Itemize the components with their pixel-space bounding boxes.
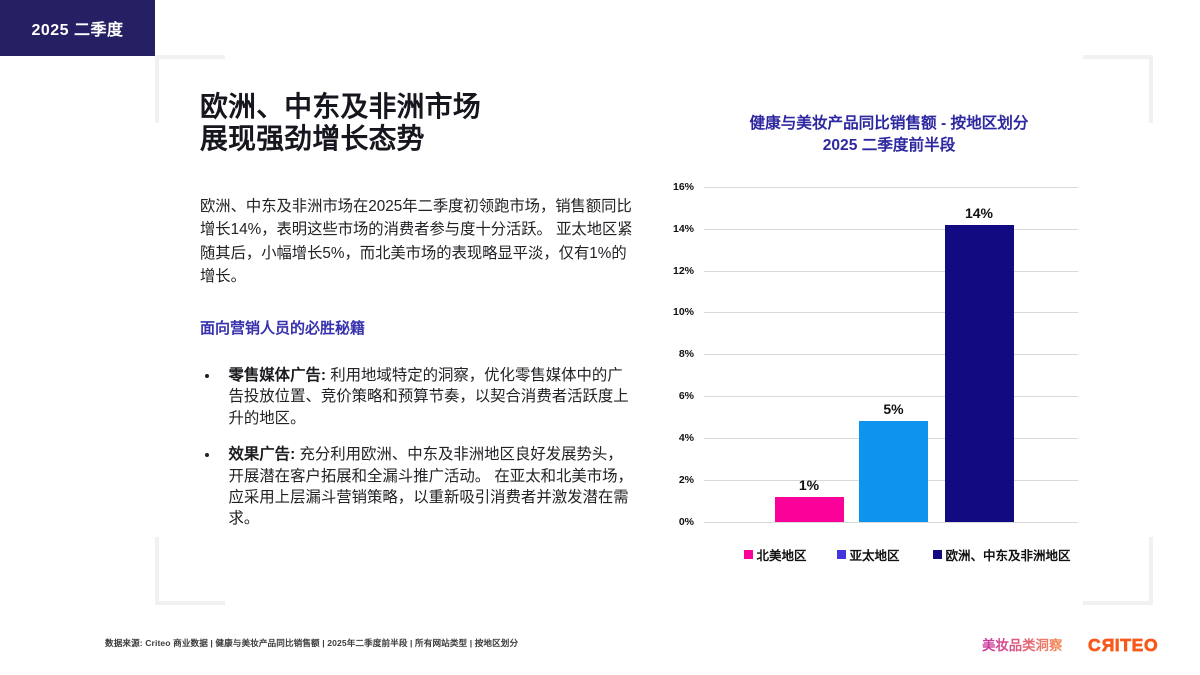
y-axis-tick-label: 6% xyxy=(678,390,694,403)
intro-paragraph: 欧洲、中东及非洲市场在2025年二季度初领跑市场，销售额同比 增长14%，表明这些… xyxy=(200,195,633,289)
chart-title: 健康与美妆产品同比销售额 - 按地区划分 2025 二季度前半段 xyxy=(699,113,1079,157)
bullet-dot-icon xyxy=(205,452,209,457)
bar-value-label: 14% xyxy=(964,204,994,221)
bullet-list: 零售媒体广告: 利用地域特定的洞察，优化零售媒体中的广告投放位置、竞价策略和预算… xyxy=(204,365,654,545)
corner-decoration-top-right xyxy=(1083,55,1153,123)
y-axis-tick-label: 10% xyxy=(672,306,694,319)
section-subhead: 面向营销人员的必胜秘籍 xyxy=(200,320,366,337)
logo-letter: C xyxy=(1088,635,1102,656)
legend-swatch-icon xyxy=(837,550,846,559)
quarter-badge: 2025 二季度 xyxy=(0,0,155,56)
legend-item: 北美地区 xyxy=(744,545,807,564)
logo-letter: T xyxy=(1120,635,1132,656)
corner-decoration-bottom-left xyxy=(155,537,225,605)
bar-欧洲、中东及非洲地区 xyxy=(944,224,1014,522)
legend-swatch-icon xyxy=(744,550,753,559)
gridline xyxy=(704,270,1078,272)
bullet-text-line: 升的地区。 xyxy=(228,409,306,427)
data-source-note: 数据来源: Criteo 商业数据 | 健康与美妆产品同比销售额 | 2025年… xyxy=(105,638,519,648)
y-axis-tick-label: 16% xyxy=(672,180,694,193)
y-axis-tick-label: 8% xyxy=(678,348,694,361)
gridline xyxy=(704,354,1078,356)
logo-letter: R xyxy=(1101,635,1115,656)
chart-title-line2: 2025 二季度前半段 xyxy=(822,136,956,154)
quarter-badge-label: 2025 二季度 xyxy=(31,22,124,39)
bullet-text-line: 告投放位置、竞价策略和预算节奏，以契合消费者活跃度上 xyxy=(228,388,629,406)
legend-label: 亚太地区 xyxy=(849,549,900,563)
legend-item: 欧洲、中东及非洲地区 xyxy=(933,545,1071,564)
logo-letter: I xyxy=(1114,635,1121,656)
gridline xyxy=(704,228,1078,230)
slide-title: 欧洲、中东及非洲市场 展现强劲增长态势 xyxy=(200,91,481,155)
slide-title-line2: 展现强劲增长态势 xyxy=(200,122,425,154)
bar-亚太地区 xyxy=(859,420,928,522)
category-tagline: 美妆品类洞察 xyxy=(982,634,1062,654)
gridline xyxy=(704,186,1078,188)
bar-北美地区 xyxy=(774,496,844,522)
bullet-lead: 零售媒体广告: xyxy=(228,367,326,384)
gridline xyxy=(704,312,1078,314)
y-axis-tick-label: 12% xyxy=(672,264,694,277)
y-axis-tick-label: 14% xyxy=(672,222,694,235)
chart-title-line1: 健康与美妆产品同比销售额 - 按地区划分 xyxy=(749,114,1029,132)
text-line: 欧洲、中东及非洲市场在2025年二季度初领跑市场，销售额同比 xyxy=(200,197,632,215)
bullet-lead: 效果广告: xyxy=(228,446,296,464)
bullet-item: 零售媒体广告: 利用地域特定的洞察，优化零售媒体中的广告投放位置、竞价策略和预算… xyxy=(204,365,654,429)
y-axis-tick-label: 4% xyxy=(678,431,694,444)
legend-label: 欧洲、中东及非洲地区 xyxy=(945,549,1071,563)
corner-decoration-top-left xyxy=(155,55,225,123)
slide-title-line1: 欧洲、中东及非洲市场 xyxy=(200,90,481,122)
bullet-text: 利用地域特定的洞察，优化零售媒体中的广 xyxy=(325,367,623,384)
gridline xyxy=(704,396,1078,398)
gridline xyxy=(704,437,1078,439)
corner-decoration-bottom-right xyxy=(1083,537,1153,605)
bar-value-label: 1% xyxy=(798,476,820,493)
text-line: 增长14%，表明这些市场的消费者参与度十分活跃。 亚太地区紧 xyxy=(200,221,633,239)
legend-swatch-icon xyxy=(933,550,942,559)
bar-value-label: 5% xyxy=(883,400,904,417)
bullet-item: 效果广告: 充分利用欧洲、中东及非洲地区良好发展势头， 开展潜在客户拓展和全漏斗推… xyxy=(204,444,654,529)
bullet-dot-icon xyxy=(205,373,209,378)
bullet-text-line: 开展潜在客户拓展和全漏斗推广活动。 在亚太和北美市场， xyxy=(228,467,633,485)
bullet-text: 充分利用欧洲、中东及非洲地区良好发展势头， xyxy=(295,446,623,464)
legend-item: 亚太地区 xyxy=(837,545,900,564)
legend-label: 北美地区 xyxy=(756,549,807,563)
logo-letter: O xyxy=(1144,635,1159,656)
text-line: 随其后，小幅增长5%，而北美市场的表现略显平淡，仅有1%的 xyxy=(200,244,627,262)
gridline xyxy=(704,521,1078,523)
y-axis-tick-label: 0% xyxy=(678,515,694,528)
gridline xyxy=(704,479,1078,481)
logo-letter: E xyxy=(1131,635,1145,656)
criteo-logo: CRITEO xyxy=(1088,635,1158,656)
y-axis-tick-label: 2% xyxy=(678,473,694,486)
text-line: 增长。 xyxy=(200,268,246,286)
bullet-text-line: 求。 xyxy=(228,510,260,528)
bullet-text-line: 应采用上层漏斗营销策略，以重新吸引消费者并激发潜在需 xyxy=(228,488,629,506)
